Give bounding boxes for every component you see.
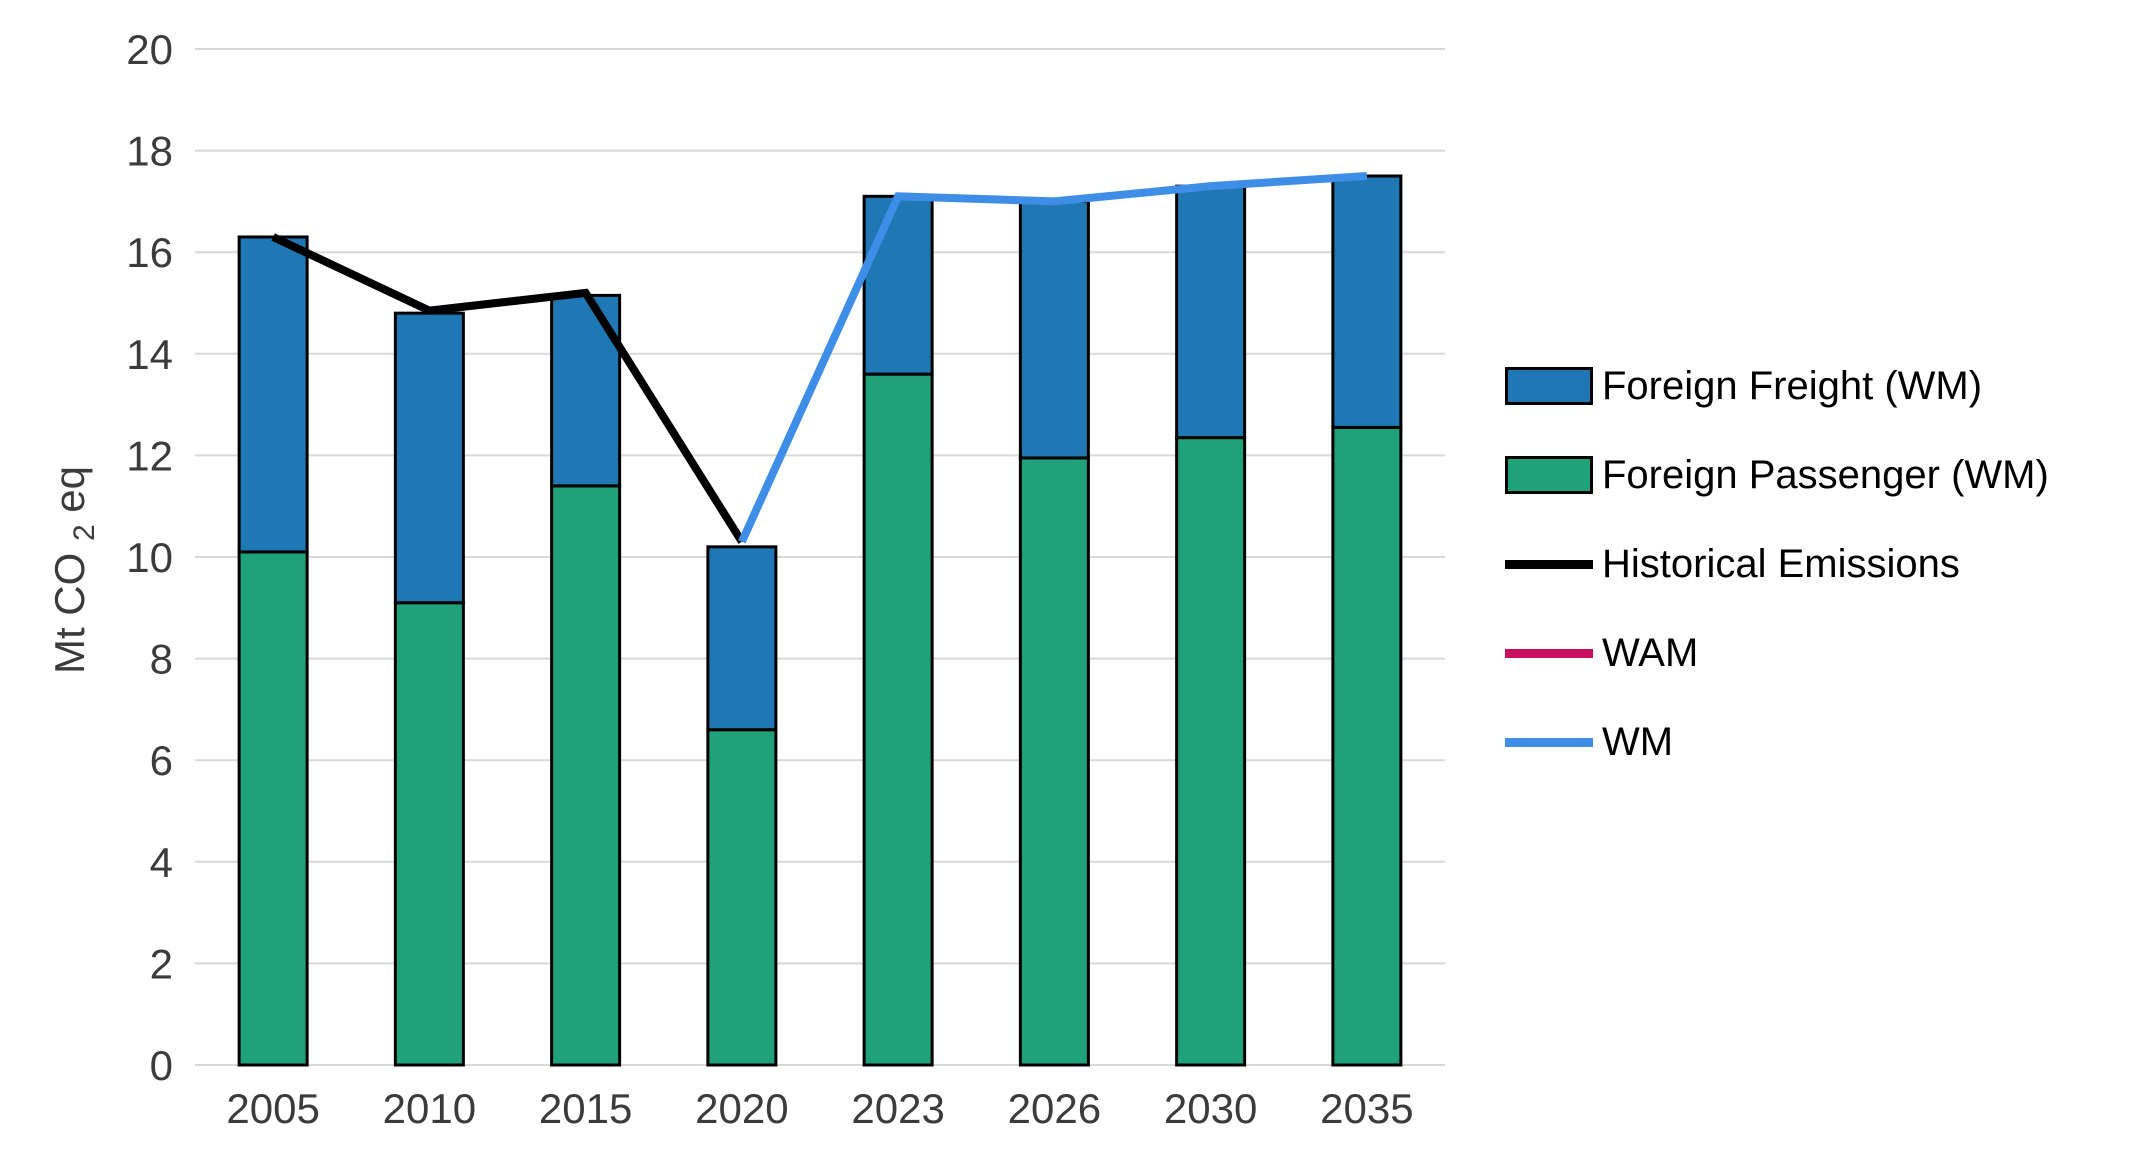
x-tick-2005: 2005 xyxy=(226,1085,319,1132)
x-tick-2026: 2026 xyxy=(1008,1085,1101,1132)
y-axis-label: Mt CO 2 eq xyxy=(46,466,103,674)
bar-foreign-freight-2010 xyxy=(393,311,465,605)
legend-item-wm: WM xyxy=(1505,722,2049,762)
legend-swatch-wm-line-icon xyxy=(1505,737,1593,747)
bar-foreign-freight-2035 xyxy=(1331,174,1403,429)
legend-item-foreign-passenger-wm: Foreign Passenger (WM) xyxy=(1505,455,2049,495)
y-tick-0: 0 xyxy=(150,1042,173,1089)
line-historical-emissions xyxy=(271,233,746,544)
x-tick-2035: 2035 xyxy=(1320,1085,1413,1132)
bar-foreign-passenger-2035 xyxy=(1331,425,1403,1067)
bar-foreign-freight-2020 xyxy=(706,545,778,732)
y-tick-18: 18 xyxy=(126,128,173,175)
legend-label-foreign-freight-wm: Foreign Freight (WM) xyxy=(1602,364,1983,408)
legend-label-wm: WM xyxy=(1602,720,1674,764)
bar-foreign-passenger-2015 xyxy=(550,484,622,1067)
y-tick-10: 10 xyxy=(126,534,173,581)
legend-label-foreign-passenger-wm: Foreign Passenger (WM) xyxy=(1602,453,2049,497)
grid-layer xyxy=(195,48,1445,1066)
legend: Foreign Freight (WM) Foreign Passenger (W… xyxy=(1505,366,2049,762)
bar-layer xyxy=(237,174,1403,1067)
legend-label-wam: WAM xyxy=(1602,631,1699,675)
bar-foreign-passenger-2026 xyxy=(1018,456,1090,1067)
legend-swatch-foreign-passenger-wm-bar-icon xyxy=(1505,456,1593,494)
x-tick-2030: 2030 xyxy=(1164,1085,1257,1132)
x-tick-2023: 2023 xyxy=(851,1085,944,1132)
y-tick-8: 8 xyxy=(150,636,173,683)
bar-foreign-freight-2005 xyxy=(237,235,309,554)
legend-item-foreign-freight-wm: Foreign Freight (WM) xyxy=(1505,366,2049,406)
line-wm xyxy=(738,172,1368,544)
y-tick-16: 16 xyxy=(126,229,173,276)
y-axis-label-subscript: 2 xyxy=(68,524,101,541)
bar-foreign-passenger-2010 xyxy=(393,601,465,1067)
bar-foreign-passenger-2030 xyxy=(1175,436,1247,1067)
bar-foreign-freight-2030 xyxy=(1175,184,1247,440)
line-layer xyxy=(271,172,1368,544)
y-tick-2: 2 xyxy=(150,940,173,987)
bar-foreign-freight-2026 xyxy=(1018,199,1090,460)
bar-foreign-passenger-2005 xyxy=(237,550,309,1067)
y-tick-4: 4 xyxy=(150,839,173,886)
y-axis-label-prefix: Mt CO xyxy=(46,553,93,674)
legend-item-wam: WAM xyxy=(1505,633,2049,673)
x-tick-2010: 2010 xyxy=(383,1085,476,1132)
x-tick-2020: 2020 xyxy=(695,1085,788,1132)
axis-layer: 0 2 4 6 8 10 12 14 16 18 20 2005 2010 2015 2020 2023 202… xyxy=(126,26,1413,1132)
bar-foreign-passenger-2020 xyxy=(706,728,778,1067)
bar-foreign-freight-2023 xyxy=(862,194,934,376)
y-axis-label-suffix: eq xyxy=(46,466,93,513)
legend-swatch-foreign-freight-wm-bar-icon xyxy=(1505,367,1593,405)
y-tick-6: 6 xyxy=(150,737,173,784)
x-tick-2015: 2015 xyxy=(539,1085,632,1132)
y-tick-20: 20 xyxy=(126,26,173,73)
legend-item-historical-emissions: Historical Emissions xyxy=(1505,544,2049,584)
bar-foreign-passenger-2023 xyxy=(862,372,934,1067)
legend-swatch-wam-line-icon xyxy=(1505,648,1593,658)
legend-swatch-historical-emissions-line-icon xyxy=(1505,559,1593,569)
legend-label-historical-emissions: Historical Emissions xyxy=(1602,542,1960,586)
y-tick-14: 14 xyxy=(126,331,173,378)
y-tick-12: 12 xyxy=(126,432,173,479)
